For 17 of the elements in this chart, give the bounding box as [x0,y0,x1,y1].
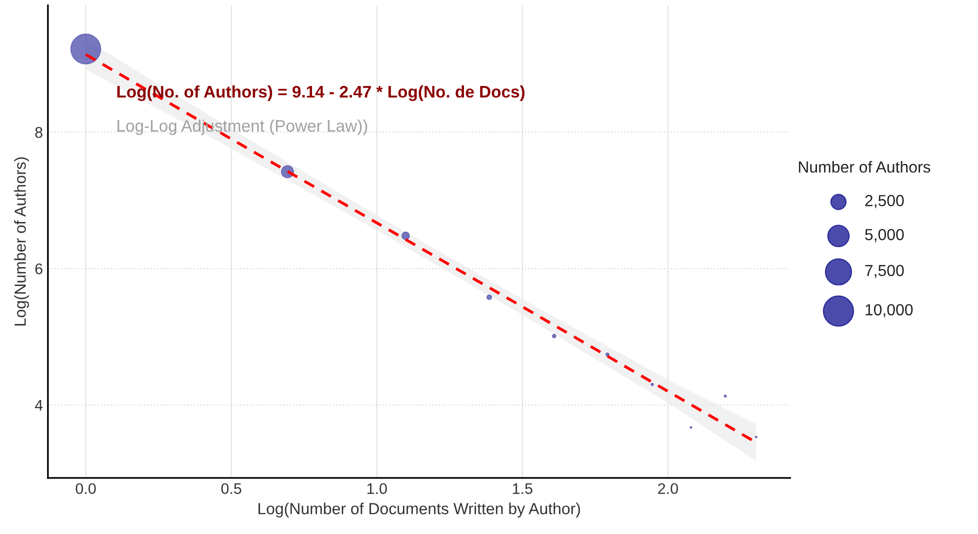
legend-label: 5,000 [865,228,904,242]
legend-label: 10,000 [866,304,913,318]
x-tick-label: 1.5 [512,483,532,494]
y-tick-label: 8 [35,127,42,138]
x-tick-label: 1.0 [367,483,387,494]
y-tick-label: 6 [35,263,42,274]
annotation: Log(No. of Authors) = 9.14 - 2.47 * Log(No. de Docs) [117,85,525,102]
legend-label: 2,500 [865,194,904,208]
x-axis-title: Log(Number of Documents Written by Author) [258,502,580,518]
x-tick-label: 0.0 [76,483,96,494]
legend-label: 7,500 [865,264,904,278]
x-tick-label: 2.0 [658,483,678,494]
y-axis-title: Log(Number of Authors) [14,157,30,326]
annotation: Log-Log Adjustment (Power Law)) [118,120,368,136]
x-tick-label: 0.5 [221,483,242,494]
legend-title: Number of Authors [798,160,930,173]
y-tick-label: 4 [34,400,43,410]
